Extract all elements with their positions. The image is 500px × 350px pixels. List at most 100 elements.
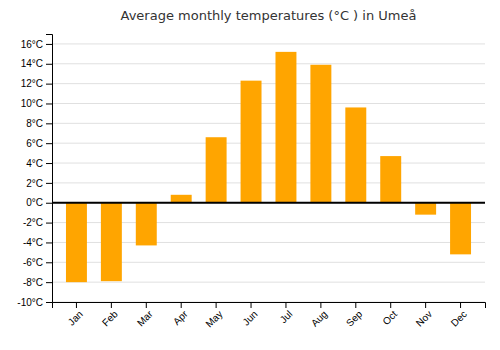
tick: -4°C: [23, 237, 52, 248]
tick-label: May: [203, 308, 224, 329]
tick: Sep: [344, 302, 365, 329]
tick-label: 14°C: [21, 58, 43, 69]
tick-mark: [46, 143, 52, 144]
grid-line: [52, 282, 485, 283]
grid-line: [52, 83, 485, 84]
x-axis: Jan Feb Mar Apr May Jun Jul Aug Sep Oct Nov Dec: [53, 302, 486, 330]
tick-mark: [146, 302, 147, 308]
tick: 0°C: [26, 197, 52, 208]
grid-line: [52, 182, 485, 183]
tick: 10°C: [21, 98, 52, 109]
bar: [275, 52, 296, 203]
tick-mark: [76, 302, 77, 308]
tick: Jan: [66, 302, 85, 328]
bars: [66, 52, 471, 282]
tick-label: Apr: [171, 308, 190, 327]
tick-mark: [285, 302, 286, 308]
grid: [52, 44, 485, 302]
tick: Jun: [240, 302, 259, 328]
tick: Dec: [449, 302, 469, 329]
tick-label: 8°C: [26, 118, 43, 129]
tick: Jul: [278, 302, 295, 325]
tick-label: -2°C: [23, 217, 43, 228]
tick-mark: [46, 64, 52, 65]
tick: 14°C: [21, 58, 52, 69]
bar: [171, 195, 192, 203]
tick-mark: [460, 302, 461, 308]
tick-mark: [46, 203, 52, 204]
tick-mark: [355, 302, 356, 308]
tick: Mar: [135, 302, 155, 328]
grid-line: [52, 163, 485, 164]
axis-line: [53, 303, 486, 309]
tick-mark: [46, 223, 52, 224]
tick: Oct: [380, 302, 399, 327]
tick: 16°C: [21, 39, 52, 50]
plot: -10°C-8°C-6°C-4°C-2°C0°C2°C4°C6°C8°C10°C…: [17, 35, 485, 330]
tick-label: Dec: [449, 308, 469, 328]
grid-line: [52, 63, 485, 64]
tick: -2°C: [23, 217, 52, 228]
tick: -6°C: [23, 257, 52, 268]
tick: Nov: [414, 302, 434, 329]
tick-mark: [46, 302, 52, 303]
grid-line: [52, 143, 485, 144]
tick-mark: [46, 163, 52, 164]
tick-mark: [251, 302, 252, 308]
tick-label: Feb: [100, 308, 120, 328]
tick-label: 16°C: [21, 39, 43, 50]
tick: -10°C: [17, 297, 52, 308]
bar: [380, 156, 401, 203]
tick-mark: [425, 302, 426, 308]
tick-label: Jan: [66, 308, 85, 327]
bar: [101, 203, 122, 281]
bar: [241, 81, 262, 203]
tick-label: Jul: [278, 308, 295, 325]
title: Average monthly temperatures (°C ) in Um…: [121, 8, 417, 23]
tick-mark: [46, 103, 52, 104]
tick: 8°C: [26, 118, 52, 129]
tick-label: -6°C: [23, 257, 43, 268]
tick-label: -8°C: [23, 277, 43, 288]
tick-mark: [216, 302, 217, 308]
tick-mark: [46, 262, 52, 263]
tick-label: Aug: [309, 308, 329, 328]
tick: 12°C: [21, 78, 52, 89]
bar: [206, 137, 227, 203]
axis-line: [46, 35, 53, 303]
tick-label: 10°C: [21, 98, 43, 109]
tick-label: Nov: [414, 308, 434, 328]
grid-line: [52, 202, 485, 203]
tick-mark: [46, 123, 52, 124]
tick: May: [203, 302, 224, 330]
tick: Apr: [171, 302, 190, 327]
tick: Aug: [309, 302, 329, 329]
bar: [415, 203, 436, 215]
tick-mark: [46, 183, 52, 184]
bar: [450, 203, 471, 255]
tick-label: -4°C: [23, 237, 43, 248]
tick-label: 4°C: [26, 158, 43, 169]
grid-line: [52, 43, 485, 44]
tick: -8°C: [23, 277, 52, 288]
tick: Feb: [100, 302, 120, 328]
tick-mark: [111, 302, 112, 308]
bar: [136, 203, 157, 246]
chart: -10°C-8°C-6°C-4°C-2°C0°C2°C4°C6°C8°C10°C…: [0, 0, 500, 350]
bar: [345, 107, 366, 202]
zero-line: [52, 202, 485, 204]
tick-mark: [46, 242, 52, 243]
tick-label: Sep: [344, 308, 365, 329]
tick-mark: [46, 84, 52, 85]
tick-mark: [390, 302, 391, 308]
grid-line: [52, 103, 485, 104]
tick-label: 12°C: [21, 78, 43, 89]
tick: 6°C: [26, 138, 52, 149]
tick-label: Oct: [380, 308, 399, 327]
tick-mark: [46, 44, 52, 45]
tick-mark: [46, 282, 52, 283]
tick-label: 6°C: [26, 138, 43, 149]
grid-line: [52, 123, 485, 124]
tick-label: -10°C: [17, 297, 43, 308]
y-axis: -10°C-8°C-6°C-4°C-2°C0°C2°C4°C6°C8°C10°C…: [17, 35, 52, 308]
